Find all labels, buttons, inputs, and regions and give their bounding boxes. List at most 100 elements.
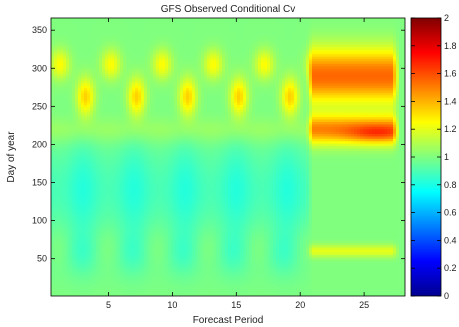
heatmap-cell — [51, 114, 55, 118]
heatmap-cell — [66, 126, 70, 130]
heatmap-cell — [54, 32, 58, 36]
heatmap-cell — [63, 206, 67, 210]
heatmap-cell — [75, 30, 79, 34]
heatmap-cell — [63, 56, 67, 60]
heatmap-cell — [75, 230, 79, 234]
heatmap-cell — [60, 286, 64, 290]
heatmap-cell — [72, 167, 76, 171]
heatmap-cell — [66, 182, 70, 186]
heatmap-cell — [60, 49, 64, 53]
heatmap-cell — [60, 76, 64, 80]
heatmap-cell — [66, 165, 70, 169]
heatmap-cell — [72, 201, 76, 205]
heatmap-cell — [87, 225, 91, 229]
heatmap-cell — [78, 25, 82, 29]
heatmap-cell — [57, 177, 61, 181]
heatmap-cell — [54, 160, 58, 164]
heatmap-cell — [72, 274, 76, 278]
heatmap-cell — [57, 247, 61, 251]
heatmap-cell — [81, 20, 85, 24]
heatmap-cell — [54, 192, 58, 196]
heatmap-cell — [72, 18, 76, 22]
heatmap-cell — [81, 71, 85, 75]
heatmap-cell — [87, 138, 91, 142]
heatmap-cell — [87, 131, 91, 135]
heatmap-cell — [78, 240, 82, 244]
heatmap-cell — [54, 124, 58, 128]
heatmap-cell — [78, 225, 82, 229]
heatmap-cell — [66, 254, 70, 258]
heatmap-cell — [63, 88, 67, 92]
heatmap-cell — [51, 264, 55, 268]
heatmap-cell — [81, 61, 85, 65]
heatmap-cell — [69, 233, 73, 237]
heatmap-cell — [54, 196, 58, 200]
heatmap-cell — [66, 85, 70, 89]
heatmap-cell — [63, 100, 67, 104]
heatmap-cell — [78, 237, 82, 241]
heatmap-cell — [63, 218, 67, 222]
heatmap-cell — [57, 112, 61, 116]
heatmap-cell — [78, 117, 82, 121]
heatmap-cell — [63, 247, 67, 251]
heatmap-cell — [81, 223, 85, 227]
heatmap-cell — [60, 192, 64, 196]
heatmap-cell — [87, 170, 91, 174]
heatmap-cell — [75, 138, 79, 142]
heatmap-cell — [75, 90, 79, 94]
heatmap-cell — [51, 199, 55, 203]
heatmap-cell — [54, 18, 58, 22]
heatmap-cell — [63, 269, 67, 273]
heatmap-cell — [51, 170, 55, 174]
heatmap-cell — [75, 124, 79, 128]
heatmap-cell — [72, 153, 76, 157]
heatmap-cell — [87, 73, 91, 77]
heatmap-cell — [54, 187, 58, 191]
heatmap-cell — [84, 177, 88, 181]
heatmap-cell — [78, 276, 82, 280]
heatmap-cell — [81, 182, 85, 186]
heatmap-cell — [66, 160, 70, 164]
heatmap-cell — [81, 264, 85, 268]
heatmap-cell — [75, 25, 79, 29]
heatmap-cell — [57, 97, 61, 101]
heatmap-cell — [63, 150, 67, 154]
heatmap-cell — [72, 283, 76, 287]
heatmap-cell — [66, 112, 70, 116]
heatmap-cell — [72, 252, 76, 256]
heatmap-cell — [78, 216, 82, 220]
heatmap-cell — [81, 109, 85, 113]
heatmap-cell — [60, 78, 64, 82]
heatmap-cell — [72, 102, 76, 106]
heatmap-cell — [66, 213, 70, 217]
heatmap-cell — [81, 254, 85, 258]
heatmap-cell — [75, 237, 79, 241]
heatmap-cell — [69, 20, 73, 24]
heatmap-cell — [72, 131, 76, 135]
heatmap-cell — [60, 22, 64, 26]
heatmap-cell — [81, 266, 85, 271]
heatmap-cell — [66, 39, 70, 43]
heatmap-cell — [75, 208, 79, 212]
heatmap-cell — [63, 177, 67, 181]
heatmap-cell — [57, 283, 61, 287]
heatmap-cell — [54, 71, 58, 75]
heatmap-cell — [69, 194, 73, 198]
heatmap-cell — [81, 206, 85, 210]
heatmap-cell — [60, 213, 64, 217]
heatmap-cell — [60, 165, 64, 169]
heatmap-cell — [84, 170, 88, 174]
heatmap-cell — [78, 143, 82, 147]
heatmap-cell — [75, 259, 79, 263]
heatmap-cell — [84, 194, 88, 198]
heatmap-cell — [78, 124, 82, 128]
heatmap-cell — [54, 88, 58, 92]
heatmap-cell — [75, 27, 79, 31]
heatmap-cell — [72, 22, 76, 26]
heatmap-cell — [81, 56, 85, 60]
heatmap-cell — [69, 279, 73, 283]
heatmap-cell — [78, 201, 82, 205]
heatmap-cell — [72, 146, 76, 150]
heatmap-cell — [72, 233, 76, 237]
heatmap-cell — [54, 49, 58, 53]
